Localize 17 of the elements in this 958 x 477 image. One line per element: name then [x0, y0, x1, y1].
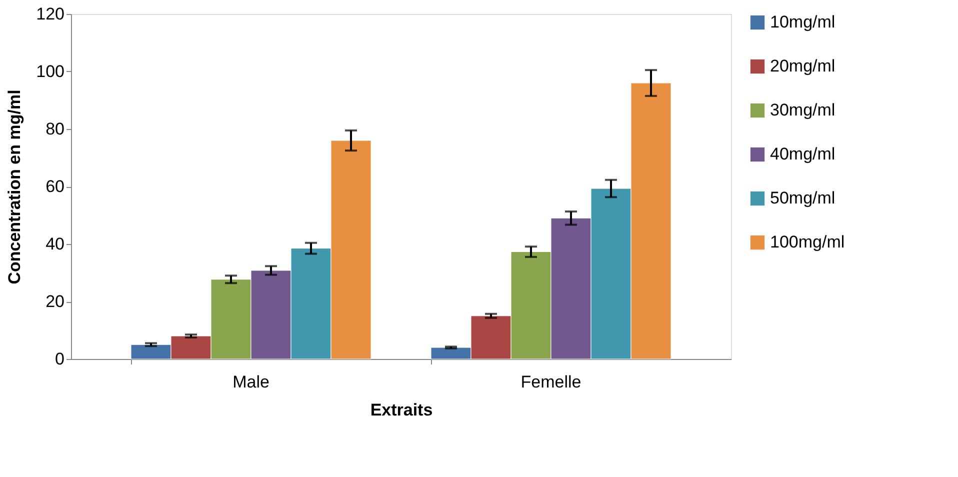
legend-label: 100mg/ml: [770, 232, 845, 252]
legend-label: 20mg/ml: [770, 56, 836, 76]
y-tick-label: 40: [46, 234, 64, 254]
y-tick-label: 0: [55, 350, 64, 368]
legend-label: 30mg/ml: [770, 100, 836, 120]
legend-label: 10mg/ml: [770, 12, 836, 32]
y-tick-label: 120: [36, 4, 64, 24]
x-tick-label: Femelle: [520, 372, 582, 392]
y-tick-label: 100: [36, 62, 64, 81]
y-tick-label: 80: [46, 120, 64, 138]
y-tick-label: 20: [46, 292, 64, 311]
legend-label: 50mg/ml: [770, 188, 836, 208]
x-tick-label: Male: [232, 372, 270, 392]
x-axis-title: Extraits: [370, 400, 433, 420]
y-axis-title: Concentration en mg/ml: [5, 90, 24, 284]
legend-label: 40mg/ml: [770, 144, 836, 164]
y-tick-label: 60: [46, 177, 64, 196]
